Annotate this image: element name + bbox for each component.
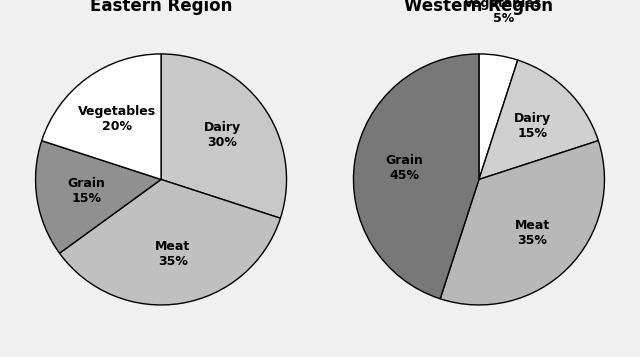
Wedge shape — [60, 180, 280, 305]
Wedge shape — [42, 54, 161, 180]
Wedge shape — [479, 60, 598, 180]
Wedge shape — [353, 54, 479, 299]
Title: Eastern Region: Eastern Region — [90, 0, 232, 15]
Text: Meat
35%: Meat 35% — [155, 240, 191, 268]
Wedge shape — [440, 141, 604, 305]
Wedge shape — [161, 54, 287, 218]
Text: Meat
35%: Meat 35% — [515, 219, 550, 247]
Wedge shape — [479, 54, 518, 180]
Wedge shape — [36, 141, 161, 253]
Text: Grain
45%: Grain 45% — [386, 154, 424, 182]
Text: Grain
15%: Grain 15% — [68, 177, 106, 205]
Text: Vegetables
20%: Vegetables 20% — [77, 105, 156, 132]
Text: Dairy
15%: Dairy 15% — [514, 112, 551, 140]
Text: Vegetables
5%: Vegetables 5% — [465, 0, 543, 25]
Title: Western Region: Western Region — [404, 0, 554, 15]
Text: Dairy
30%: Dairy 30% — [204, 121, 241, 149]
